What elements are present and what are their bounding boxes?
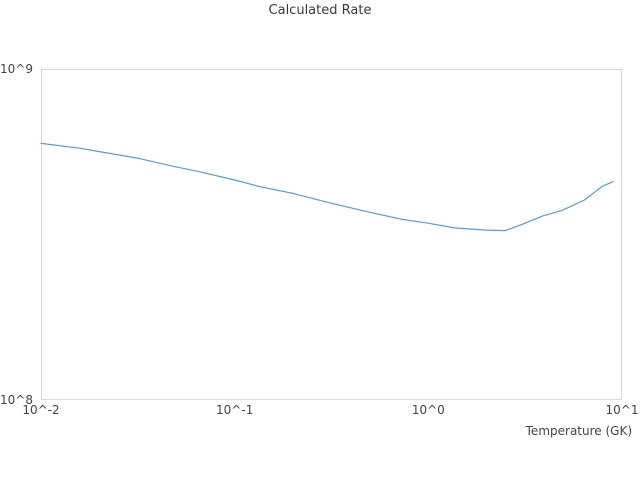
x-tick-label: 10^-1 — [216, 403, 254, 417]
x-axis-title: Temperature (GK) — [525, 424, 632, 438]
plot-area — [41, 69, 622, 400]
chart-title: Calculated Rate — [268, 3, 372, 18]
x-tick-label: 10^1 — [605, 403, 639, 417]
x-tick-label: 10^-2 — [22, 403, 60, 417]
x-tick-label: 10^0 — [411, 403, 445, 417]
rate-line — [40, 142, 614, 232]
y-tick-label: 10^9 — [0, 62, 33, 76]
y-tick-label: 10^8 — [0, 393, 33, 407]
